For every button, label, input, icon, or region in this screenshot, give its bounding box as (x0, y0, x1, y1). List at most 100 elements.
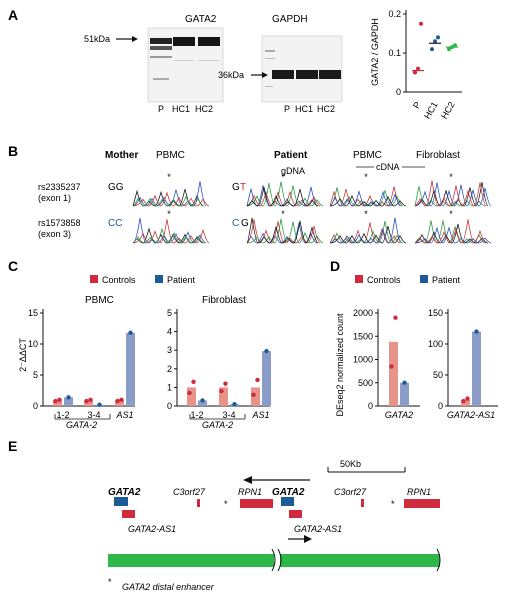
legend-swatch-patient (155, 275, 163, 283)
snp2-exon: (exon 3) (38, 229, 71, 239)
x-tick-label: P (411, 100, 423, 110)
y-tick-label: 2000 (353, 308, 373, 318)
y-tick-label: 3 (167, 345, 172, 355)
chromatogram-trace (132, 195, 205, 207)
gel-title-gapdh: GAPDH (272, 14, 308, 25)
snp-marker-star: * (449, 209, 453, 219)
gata2-exon-box (281, 497, 294, 506)
chromatogram-trace (329, 189, 402, 207)
x-tick-label: 1-2 (190, 410, 203, 420)
y-tick-label: 4 (167, 327, 172, 337)
bar-controls (389, 341, 398, 406)
y-tick-label: 5 (167, 308, 172, 318)
data-point-patient (97, 402, 102, 407)
svg-text:GATA-2: GATA-2 (66, 420, 97, 430)
chromatogram-trace (329, 221, 404, 244)
chromatogram-trace (246, 218, 324, 244)
data-point-controls (223, 381, 228, 386)
y-tick-label: 100 (428, 339, 443, 349)
x-tick-label: 1-2 (56, 410, 69, 420)
gel-marker-51kda: 51kDa (84, 34, 138, 44)
c3orf27-box (361, 499, 364, 507)
data-point-controls (115, 398, 120, 404)
bar-patient (198, 400, 207, 406)
panel-letter-a: A (8, 7, 18, 23)
legend-controls: Controls (102, 275, 136, 285)
legend-controls: Controls (367, 275, 401, 285)
sequence-chromatogram: * (246, 172, 324, 207)
bar-chart-d-gata2-as1: 0 50 100 150 GATA2-AS1 (428, 308, 498, 420)
gene-label-rpn1: RPN1 (407, 487, 431, 497)
data-point-controls (187, 390, 192, 396)
snp-marker-star: * (281, 172, 285, 182)
legend-swatch-patient (420, 275, 428, 283)
chromatogram-trace (414, 180, 487, 207)
data-point-controls (84, 398, 89, 404)
chromatogram-trace (329, 187, 404, 207)
gene-label-c3orf27: C3orf27 (334, 487, 367, 497)
snp1-id: rs2335237 (38, 182, 81, 192)
rpn1-box (404, 499, 440, 508)
data-point-controls (219, 388, 224, 394)
y-tick-label: 0 (368, 401, 373, 411)
y-tick-label: 0 (33, 401, 38, 411)
y-tick-label: 500 (358, 378, 373, 388)
data-point-patient (200, 398, 205, 403)
svg-text:G: G (241, 218, 249, 229)
panel-b: B Mother PBMC Patient gDNA PBMC Fibrobla… (8, 143, 492, 244)
patient-genotype-snp2: C G (232, 218, 249, 229)
chromatogram-trace (414, 223, 489, 244)
data-point-patient (474, 329, 479, 334)
sequence-chromatogram: * (414, 172, 492, 207)
gene-label-gata2-as1: GATA2-AS1 (128, 524, 176, 534)
chromosome-bar (108, 548, 441, 572)
scale-bar-50kb: 50Kb (327, 459, 406, 473)
data-point-controls (53, 398, 58, 404)
gapdh-western-blot (261, 35, 343, 103)
gdna-label: gDNA (281, 166, 305, 176)
bar-patient (472, 331, 481, 406)
bar-chart-c-fibroblast: 0 1 2 3 4 5 1-2 3-4 AS1 (167, 308, 271, 420)
y-tick-label: 1500 (353, 331, 373, 341)
bar-controls (251, 387, 260, 406)
data-point (453, 43, 457, 48)
gene-label-gata2: GATA2 (272, 487, 305, 498)
svg-text:T: T (240, 182, 246, 193)
gel2-lane-labels: P HC1 HC2 (284, 104, 335, 114)
patient-pbmc-label: PBMC (353, 150, 382, 161)
sequence-chromatogram: * (329, 172, 407, 207)
enhancer-star: * (391, 499, 395, 509)
forward-strand-arrow (288, 535, 312, 543)
chromatogram-trace (132, 219, 210, 244)
panel-c-legend: Controls Patient (90, 275, 196, 285)
chart-c-y-label: 2⁻ΔΔCT (18, 338, 28, 372)
y-tick-label: 2 (167, 364, 172, 374)
y-tick-label: 1000 (353, 355, 373, 365)
gata2-bracket-pbmc: GATA-2 (54, 414, 111, 430)
data-point-patient (128, 330, 133, 336)
y-tick-label: 15 (28, 308, 38, 318)
snp-marker-star: * (364, 209, 368, 219)
bar-controls (115, 400, 124, 406)
data-point-patient (232, 401, 237, 407)
chromatogram-trace (132, 217, 207, 244)
y-tick-label: 50 (433, 370, 443, 380)
gel-marker-36kda: 36kDa (218, 70, 268, 80)
gel-title-gata2: GATA2 (185, 14, 217, 25)
legend-swatch-controls (90, 275, 98, 283)
chromatogram-trace (132, 181, 207, 207)
snp1-exon: (exon 1) (38, 193, 71, 203)
data-point-controls (191, 379, 196, 385)
sequence-chromatogram: * (132, 172, 210, 207)
panel-d-legend: Controls Patient (355, 275, 461, 285)
y-tick-label: 0.1 (388, 48, 401, 58)
gata2-bracket-fibroblast: GATA-2 (189, 414, 246, 430)
chromatogram-trace (414, 182, 492, 207)
svg-text:G: G (232, 182, 240, 193)
mother-pbmc-label: PBMC (156, 150, 185, 161)
y-tick-label: 150 (428, 308, 443, 318)
svg-text:C: C (232, 218, 239, 229)
x-tick-label: HC1 (422, 100, 440, 121)
chromatogram-trace (329, 217, 402, 244)
mother-label: Mother (105, 150, 138, 161)
